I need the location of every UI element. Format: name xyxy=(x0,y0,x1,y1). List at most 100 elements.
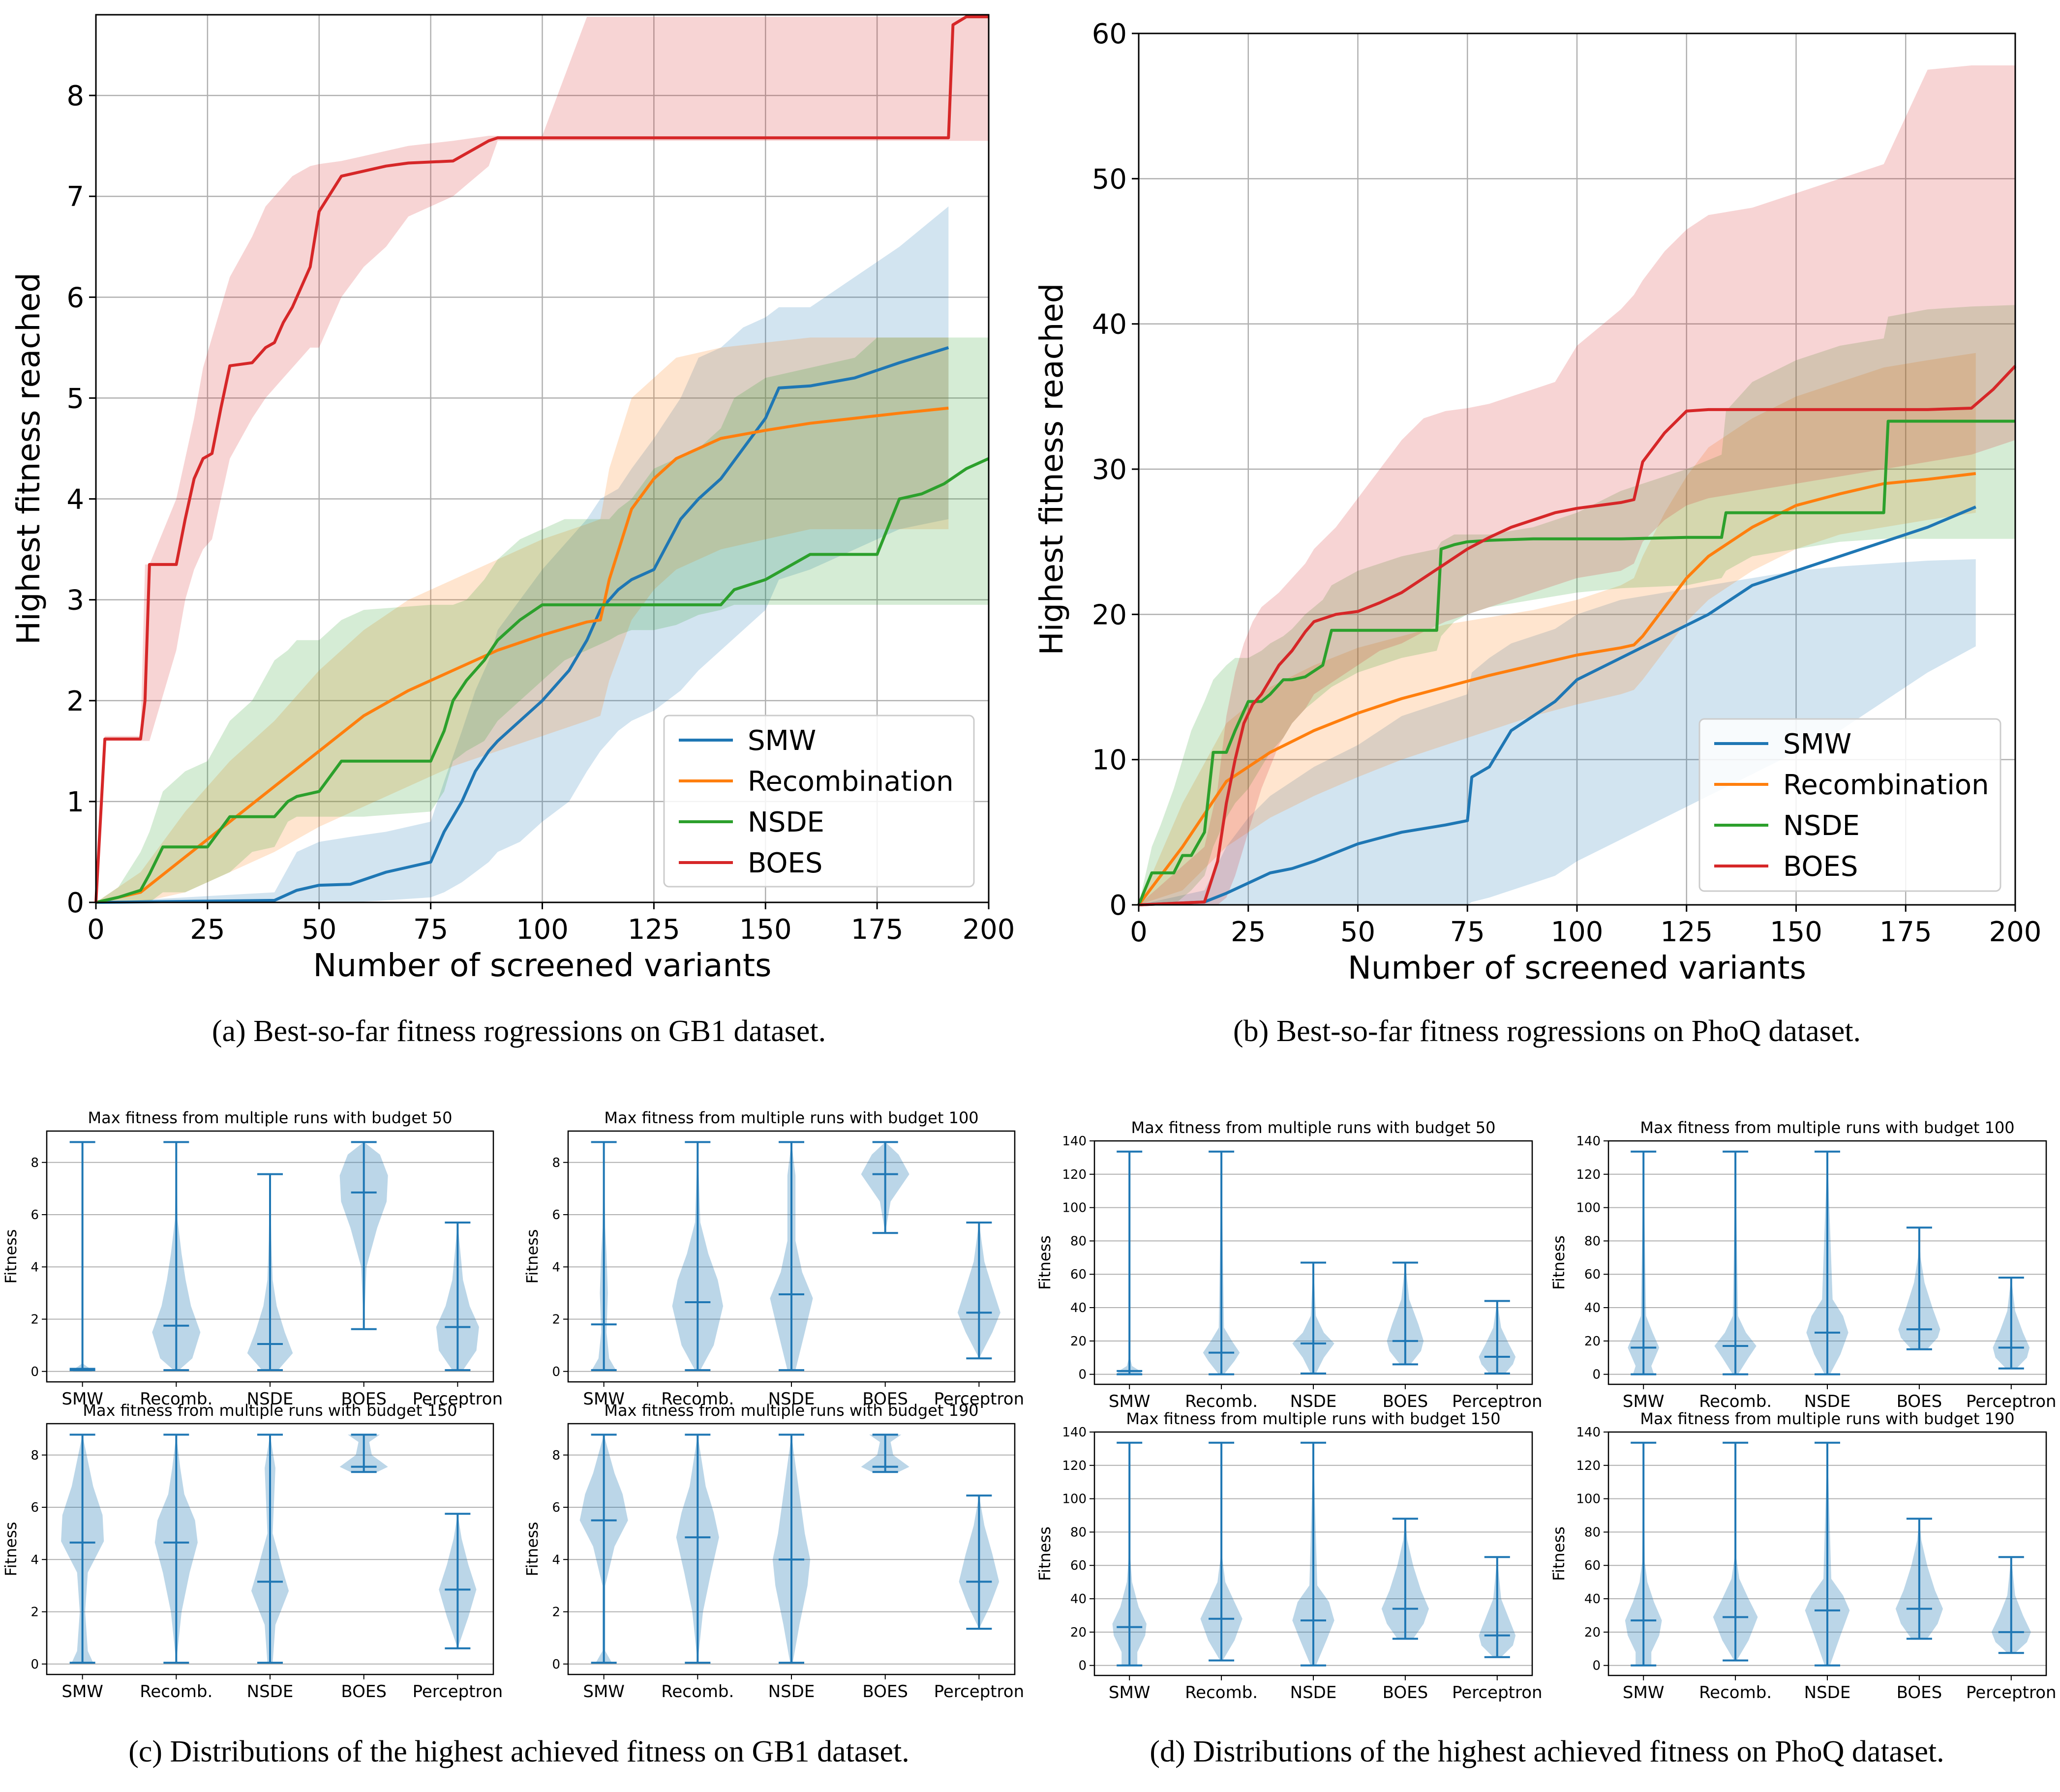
y-axis-label: Highest fitness reached xyxy=(11,272,47,645)
x-tick-label: Recomb. xyxy=(661,1389,734,1409)
panel-title: Max fitness from multiple runs with budg… xyxy=(604,1401,978,1420)
chart-d-phoq-distributions: 0 20 40 60 80 100 120 140 SMW Recomb. NSDE BOES Perc… xyxy=(1035,1118,2057,1702)
band-nsde xyxy=(1139,305,2015,905)
y-tick-label: 0 xyxy=(30,1657,39,1672)
x-axis-label: Number of screened variants xyxy=(313,948,772,984)
y-axis-label: Fitness xyxy=(523,1522,542,1577)
y-tick-label: 120 xyxy=(1062,1459,1087,1473)
series-line-nsde xyxy=(1137,419,2015,906)
y-tick-label: 20 xyxy=(1584,1625,1601,1640)
series-line-nsde xyxy=(95,457,990,904)
y-tick-label: 40 xyxy=(1092,309,1127,341)
x-tick-label: 200 xyxy=(1989,916,2042,948)
legend-label-boes: BOES xyxy=(1783,851,1858,883)
x-tick-label: Perceptron xyxy=(413,1389,503,1409)
y-tick-label: 0 xyxy=(1109,890,1127,922)
y-tick-label: 0 xyxy=(1592,1659,1601,1673)
y-tick-label: 20 xyxy=(1584,1334,1601,1349)
y-tick-label: 0 xyxy=(552,1365,560,1379)
x-tick-label: 25 xyxy=(190,914,225,946)
x-tick-label: BOES xyxy=(341,1389,387,1409)
y-tick-label: 4 xyxy=(30,1553,39,1567)
y-tick-label: 100 xyxy=(1062,1492,1087,1507)
y-tick-label: 0 xyxy=(30,1365,39,1379)
y-tick-label: 40 xyxy=(1070,1301,1087,1315)
panel-title: Max fitness from multiple runs with budg… xyxy=(83,1401,457,1420)
x-tick-label: 75 xyxy=(413,914,448,946)
y-axis-label: Highest fitness reached xyxy=(1034,283,1070,656)
legend-label-boes: BOES xyxy=(748,847,822,879)
series-line-boes xyxy=(94,15,989,903)
y-axis-label: Fitness xyxy=(1549,1526,1568,1581)
x-tick-label: 175 xyxy=(851,914,904,946)
x-axis-label: Number of screened variants xyxy=(1348,950,1806,986)
x-tick-label: 0 xyxy=(1130,916,1148,948)
x-tick-label: 125 xyxy=(1660,916,1713,948)
y-tick-label: 8 xyxy=(30,1448,39,1463)
y-tick-label: 4 xyxy=(30,1260,39,1275)
y-tick-label: 6 xyxy=(30,1208,39,1223)
x-tick-label: Recomb. xyxy=(1185,1392,1258,1411)
x-tick-label: SMW xyxy=(1109,1392,1151,1411)
x-tick-label: 125 xyxy=(628,914,680,946)
y-tick-label: 50 xyxy=(1092,163,1127,195)
y-tick-label: 0 xyxy=(1078,1659,1087,1673)
y-tick-label: 7 xyxy=(66,181,84,213)
panel-title: Max fitness from multiple runs with budg… xyxy=(1640,1118,2014,1137)
x-tick-label: SMW xyxy=(1623,1392,1665,1411)
x-tick-label: 150 xyxy=(1770,916,1822,948)
series-line-smw xyxy=(95,346,949,904)
y-tick-label: 6 xyxy=(30,1500,39,1515)
y-tick-label: 140 xyxy=(1576,1425,1601,1440)
x-tick-label: SMW xyxy=(583,1682,625,1702)
y-tick-label: 80 xyxy=(1584,1234,1601,1249)
y-tick-label: 5 xyxy=(66,383,84,415)
y-tick-label: 60 xyxy=(1584,1558,1601,1573)
x-tick-label: Perceptron xyxy=(413,1682,503,1702)
band-boes xyxy=(1139,65,2015,905)
x-tick-label: 75 xyxy=(1450,916,1485,948)
panel-title: Max fitness from multiple runs with budg… xyxy=(604,1108,978,1127)
y-tick-label: 6 xyxy=(552,1208,560,1223)
y-tick-label: 120 xyxy=(1062,1167,1087,1182)
x-tick-label: 0 xyxy=(87,914,105,946)
x-tick-label: Perceptron xyxy=(934,1389,1025,1409)
chart-a-gb1-progression: 0 25 50 75 100 125 150 175 200 0 1 2 3 4 5 6 7 8 Number of… xyxy=(11,14,1015,984)
y-tick-label: 8 xyxy=(30,1156,39,1170)
x-tick-label: NSDE xyxy=(247,1389,294,1409)
y-tick-label: 4 xyxy=(552,1553,560,1567)
x-tick-label: 50 xyxy=(302,914,336,946)
x-tick-label: Perceptron xyxy=(1452,1683,1543,1702)
x-tick-label: NSDE xyxy=(247,1682,294,1702)
panel-title: Max fitness from multiple runs with budg… xyxy=(1640,1409,2014,1428)
x-tick-label: BOES xyxy=(341,1682,387,1702)
x-tick-label: BOES xyxy=(1383,1392,1428,1411)
y-tick-label: 2 xyxy=(30,1313,39,1327)
y-tick-label: 20 xyxy=(1070,1334,1087,1349)
x-tick-label: 175 xyxy=(1879,916,1932,948)
legend-label-smw: SMW xyxy=(1783,728,1851,760)
y-axis-label: Fitness xyxy=(1035,1526,1054,1581)
y-tick-label: 2 xyxy=(30,1605,39,1620)
y-tick-label: 20 xyxy=(1092,599,1127,631)
x-tick-label: BOES xyxy=(1383,1683,1428,1702)
y-tick-label: 2 xyxy=(66,686,84,717)
x-tick-label: NSDE xyxy=(768,1389,815,1409)
x-tick-label: Perceptron xyxy=(934,1682,1025,1702)
band-smw xyxy=(96,206,949,903)
x-tick-label: NSDE xyxy=(1290,1683,1337,1702)
panel-title: Max fitness from multiple runs with budg… xyxy=(1131,1118,1496,1137)
caption-d: (d) Distributions of the highest achieve… xyxy=(1150,1735,1944,1768)
x-tick-label: Recomb. xyxy=(1699,1392,1772,1411)
y-tick-label: 0 xyxy=(1078,1368,1087,1382)
y-tick-label: 2 xyxy=(552,1313,560,1327)
legend-box xyxy=(663,715,975,888)
x-tick-label: SMW xyxy=(1109,1683,1151,1702)
x-tick-label: Recomb. xyxy=(1185,1683,1258,1702)
x-tick-label: BOES xyxy=(862,1389,908,1409)
caption-a: (a) Best-so-far fitness rogressions on G… xyxy=(212,1015,826,1048)
band-recombination xyxy=(1139,353,1976,905)
series-line-recombination xyxy=(1137,472,1976,906)
